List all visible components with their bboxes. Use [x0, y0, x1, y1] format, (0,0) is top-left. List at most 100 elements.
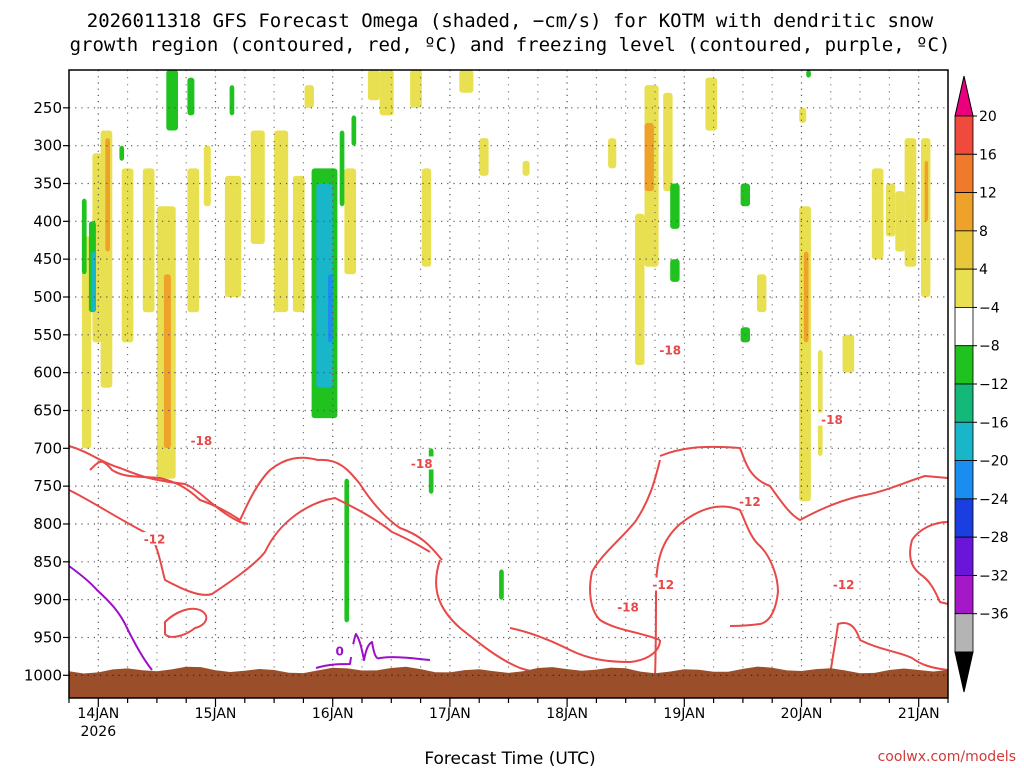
- y-tick-label-350: 350: [33, 174, 62, 192]
- x-tick-label-15JAN: 15JAN: [195, 706, 237, 722]
- dendritic-contour-1-label-group: -18: [187, 433, 216, 448]
- colorbar-label-14: −36: [979, 607, 1009, 623]
- colorbar-label-4: 8: [979, 224, 988, 240]
- omega-region-36: [842, 334, 855, 373]
- y-tick-label-550: 550: [33, 326, 62, 344]
- colorbar-label-1: 20: [979, 109, 997, 125]
- omega-region-17: [344, 168, 357, 275]
- y-tick-label-650: 650: [33, 401, 62, 419]
- dendritic-contour-5-label: -12: [739, 495, 761, 509]
- dendritic-contour-3-label-bg: [407, 456, 436, 470]
- colorbar-box-10: [954, 460, 974, 500]
- omega-region-6: [142, 168, 155, 313]
- omega-region-20: [410, 70, 422, 108]
- dendritic-contour-9-label-bg: [829, 577, 858, 591]
- omega-region-21: [421, 168, 432, 267]
- chart-title-line-1: 2026011318 GFS Forecast Omega (shaded, −…: [87, 10, 934, 32]
- omega-region-29: [663, 92, 673, 192]
- colorbar-label-10: −20: [979, 454, 1009, 470]
- dendritic-contour-2-label-bg: [140, 532, 169, 546]
- x-tick-label-18JAN: 18JAN: [546, 706, 588, 722]
- omega-region-55: [344, 478, 350, 623]
- y-tick-label-700: 700: [33, 439, 62, 457]
- dendritic-contour-8-label-bg: [614, 600, 643, 614]
- contour-labels: -18 -12 -18 -18 -12 -18 -12 -18 -12 0: [140, 342, 858, 659]
- omega-region-4: [105, 138, 110, 252]
- colorbar-box-3: [954, 192, 974, 232]
- dendritic-contour-11: [829, 622, 949, 677]
- freezing-contour-1-label-bg: [325, 644, 354, 658]
- omega-region-23: [479, 138, 489, 176]
- omega-region-58: [670, 183, 680, 229]
- dendritic-contour-1-label: -18: [191, 434, 213, 448]
- omega-region-24: [522, 160, 530, 176]
- dendritic-contour-5: [164, 607, 208, 638]
- freezing-contour-1: [68, 565, 153, 671]
- omega-region-46: [119, 145, 125, 161]
- x-tick-label-19JAN: 19JAN: [663, 706, 705, 722]
- omega-region-47: [166, 70, 178, 131]
- colorbar-box-1: [954, 115, 974, 155]
- omega-region-11: [224, 175, 242, 297]
- dendritic-contour-6-label-bg: [817, 412, 846, 426]
- dendritic-contour-8-label-group: -18: [614, 600, 643, 615]
- y-tick-label-800: 800: [33, 515, 62, 533]
- colorbar-label-2: 16: [979, 147, 997, 163]
- x-tick-label-16JAN: 16JAN: [312, 706, 354, 722]
- x-tick-sublabel: 2026: [80, 724, 116, 740]
- omega-region-62: [806, 70, 811, 78]
- omega-region-15: [304, 85, 314, 108]
- omega-region-45: [91, 251, 96, 313]
- colorbar-box-8: [954, 383, 974, 423]
- omega-region-34: [799, 107, 807, 123]
- y-tick-label-300: 300: [33, 137, 62, 155]
- y-tick-label-400: 400: [33, 212, 62, 230]
- x-tick-label-20JAN: 20JAN: [781, 706, 823, 722]
- x-axis: 14JAN 2026 15JAN 16JAN 17JAN 18JAN 19JAN 20JAN 2…: [68, 698, 949, 740]
- terrain: [69, 666, 948, 698]
- dendritic-contour-6: [659, 445, 949, 521]
- colorbar-label-3: 12: [979, 186, 997, 202]
- y-tick-label-500: 500: [33, 288, 62, 306]
- omega-region-25: [608, 138, 617, 169]
- dendritic-contour-3: [89, 456, 443, 561]
- dendritic-contour-6-label: -18: [821, 413, 843, 427]
- dendritic-contour-4-label-bg: [656, 342, 685, 356]
- omega-region-56: [428, 448, 434, 494]
- y-tick-label-750: 750: [33, 477, 62, 495]
- y-tick-label-1000: 1000: [24, 666, 62, 684]
- omega-region-54: [351, 115, 357, 146]
- colorbar-box-13: [954, 575, 974, 615]
- omega-region-10: [203, 145, 211, 207]
- omega-region-8: [163, 274, 171, 449]
- omega-region-35: [817, 350, 823, 456]
- dendritic-contour-7-label-bg: [649, 577, 678, 591]
- y-tick-label-900: 900: [33, 591, 62, 609]
- omega-shading: [81, 70, 931, 623]
- terrain-fill: [69, 666, 948, 698]
- dendritic-contour-7-label: -12: [652, 578, 674, 592]
- dendritic-contour-6-label-group: -18: [817, 412, 846, 427]
- colorbar-box-11: [954, 498, 974, 538]
- y-tick-label-950: 950: [33, 628, 62, 646]
- omega-region-30: [705, 77, 718, 131]
- freezing-contour-2: [315, 633, 431, 669]
- x-axis-title: Forecast Time (UTC): [424, 749, 595, 768]
- credit-text: coolwx.com/models: [878, 749, 1016, 765]
- dendritic-contour-3-label: -18: [411, 457, 433, 471]
- y-tick-label-600: 600: [33, 364, 62, 382]
- y-tick-label-250: 250: [33, 99, 62, 117]
- colorbar-box-12: [954, 536, 974, 576]
- omega-region-13: [274, 130, 289, 313]
- dendritic-contour-9-label: -12: [833, 578, 855, 592]
- omega-region-31: [757, 274, 767, 313]
- omega-region-14: [292, 175, 305, 313]
- colorbar-label-9: −16: [979, 415, 1009, 431]
- omega-region-37: [871, 168, 884, 260]
- dendritic-contour-3-label-group: -18: [407, 456, 436, 471]
- omega-region-60: [740, 183, 750, 207]
- colorbar-box-5: [954, 268, 974, 308]
- colorbar-top-arrow: [954, 75, 974, 117]
- colorbar-bottom-arrow: [954, 651, 974, 693]
